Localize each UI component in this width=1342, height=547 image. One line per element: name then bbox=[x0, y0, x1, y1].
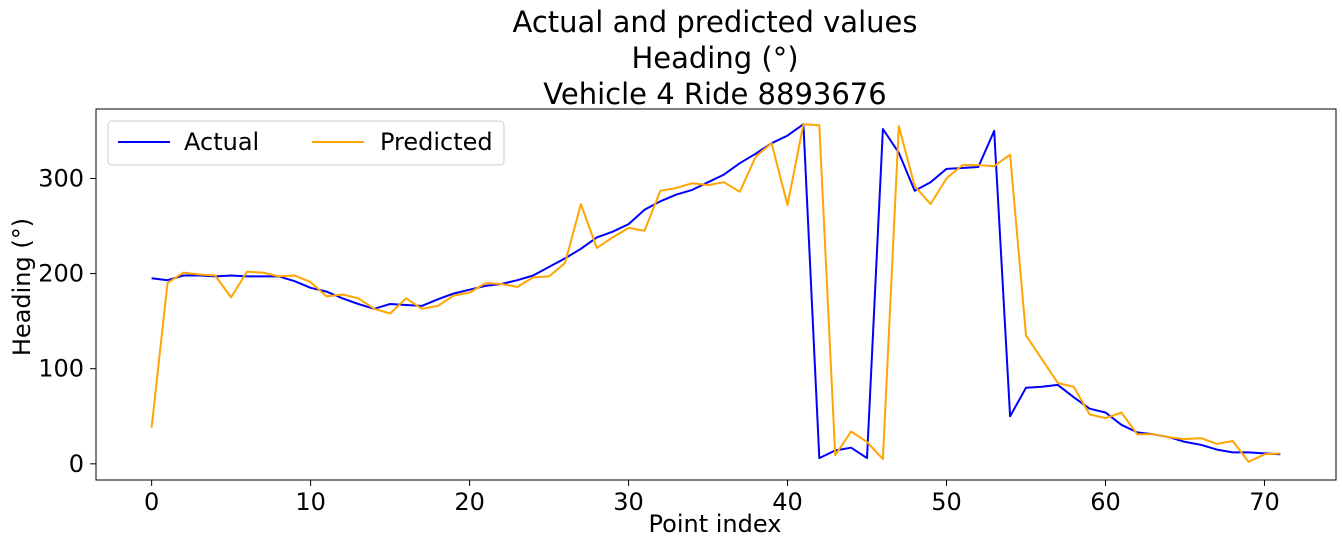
y-axis-ticks: 0 100 200 300 bbox=[38, 164, 96, 478]
series-line-predicted bbox=[150, 123, 1281, 463]
legend: Actual Predicted bbox=[107, 120, 505, 166]
chart-title-line-2: Heading (°) bbox=[631, 41, 798, 75]
chart-title: Actual and predicted values Heading (°) … bbox=[513, 5, 918, 111]
y-tick-label: 200 bbox=[38, 260, 84, 288]
x-axis-ticks: 0 10 20 30 40 50 60 70 bbox=[144, 480, 1280, 516]
x-tick-label: 70 bbox=[1249, 488, 1280, 516]
plot-area bbox=[150, 123, 1281, 463]
y-tick-label: 100 bbox=[38, 355, 84, 383]
x-tick-label: 40 bbox=[772, 488, 803, 516]
plot-frame bbox=[95, 108, 1337, 481]
y-tick-label: 0 bbox=[69, 450, 84, 478]
chart-title-line-3: Vehicle 4 Ride 8893676 bbox=[543, 77, 886, 111]
chart-title-line-1: Actual and predicted values bbox=[513, 5, 918, 39]
y-axis-label: Heading (°) bbox=[8, 218, 36, 356]
y-tick-label: 300 bbox=[38, 164, 84, 192]
series-line-actual bbox=[151, 123, 1281, 460]
legend-label-predicted: Predicted bbox=[380, 128, 493, 156]
x-axis-label: Point index bbox=[649, 510, 782, 538]
x-tick-label: 0 bbox=[144, 488, 159, 516]
x-tick-label: 60 bbox=[1090, 488, 1121, 516]
x-tick-label: 30 bbox=[613, 488, 644, 516]
x-tick-label: 10 bbox=[295, 488, 326, 516]
x-tick-label: 20 bbox=[454, 488, 485, 516]
legend-box bbox=[107, 120, 505, 166]
x-tick-label: 50 bbox=[931, 488, 962, 516]
legend-label-actual: Actual bbox=[184, 128, 259, 156]
